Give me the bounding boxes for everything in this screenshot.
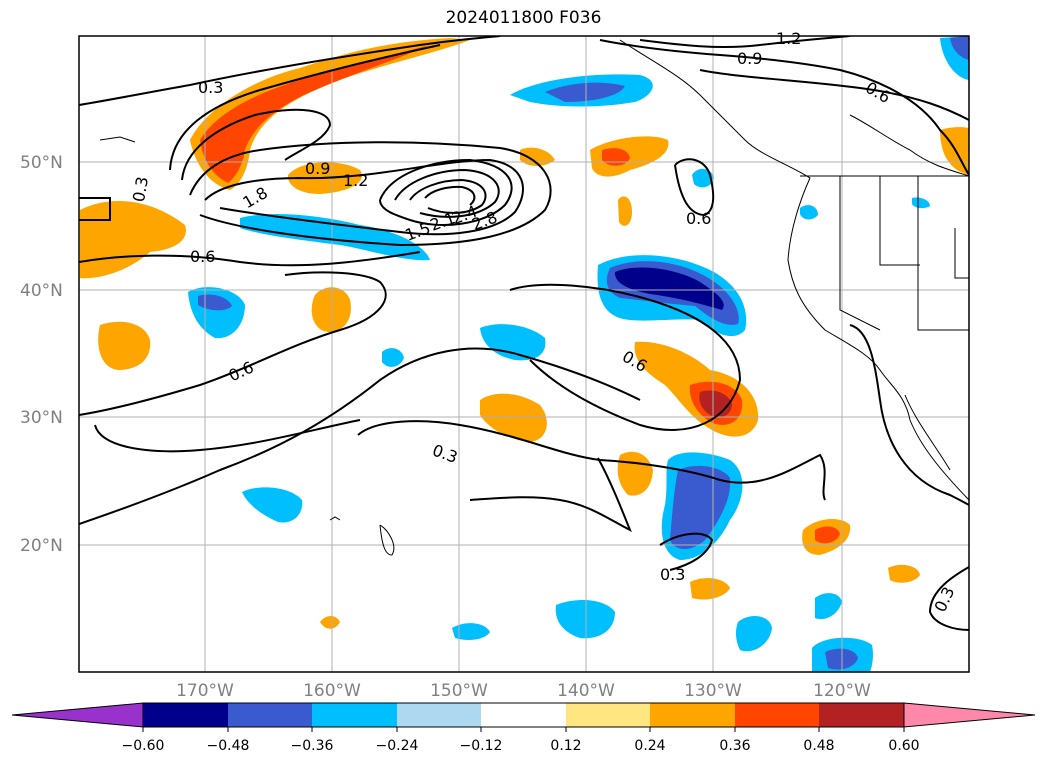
colorbar-swatch	[228, 703, 312, 727]
colorbar-extend-max	[903, 702, 1036, 728]
colorbar-tick-label: 0.24	[634, 738, 665, 754]
anomaly-negative	[480, 324, 546, 361]
anomaly-positive	[520, 147, 555, 166]
colorbar-extend-min	[11, 702, 144, 728]
colorbar-swatch	[650, 703, 735, 727]
anomaly-negative	[545, 82, 625, 102]
coastlines	[99, 39, 969, 556]
anomaly-positive	[200, 45, 430, 183]
lon-label-170w: 170°W	[176, 681, 234, 701]
colorbar-swatch	[819, 703, 904, 727]
anomaly-negative	[452, 623, 490, 640]
colorbar-tick-label: 0.12	[550, 738, 581, 754]
anomaly-negative	[242, 487, 303, 523]
colorbar-tick-label: 0.48	[803, 738, 834, 754]
anomaly-negative	[240, 214, 430, 261]
colorbar-tick-label: −0.60	[122, 738, 165, 754]
contour-labels: 0.3 0.9 1.2 0.6 0.3 0.9 1.2 1.8 1.5 2.1 …	[129, 29, 959, 615]
filled-anomaly-layer	[80, 36, 969, 672]
anomaly-positive	[480, 393, 547, 442]
anomaly-negative	[198, 294, 232, 311]
colorbar-swatch	[481, 703, 566, 727]
colorbar-swatch	[312, 703, 397, 727]
colorbar-ticks	[142, 727, 905, 732]
contour-label: 1.2	[343, 171, 368, 190]
colorbar-tick-label: −0.48	[207, 738, 250, 754]
graticule	[79, 36, 969, 672]
anomaly-negative	[800, 205, 818, 220]
contour-label: 0.3	[198, 78, 223, 97]
anomaly-negative	[735, 616, 772, 652]
lat-label-30n: 30°N	[20, 408, 63, 428]
contour-label: 0.6	[190, 247, 215, 266]
height-contours	[79, 36, 969, 631]
anomaly-positive	[888, 564, 920, 583]
anomaly-positive	[815, 526, 840, 544]
anomaly-negative	[382, 348, 404, 367]
lon-label-120w: 120°W	[813, 681, 871, 701]
lon-label-150w: 150°W	[430, 681, 488, 701]
anomaly-negative	[950, 36, 969, 60]
anomaly-negative	[670, 465, 731, 549]
anomaly-negative	[815, 593, 842, 620]
anomaly-positive	[618, 196, 632, 226]
colorbar-tick-label: −0.36	[291, 738, 334, 754]
lat-label-20n: 20°N	[20, 536, 63, 556]
anomaly-positive	[320, 616, 340, 629]
contour-label: 0.3	[129, 175, 152, 203]
colorbar-swatch	[143, 703, 228, 727]
anomaly-positive	[311, 287, 351, 332]
colorbar-swatch	[566, 703, 650, 727]
contour-label: 0.9	[305, 159, 330, 178]
contour-label: 0.9	[737, 49, 762, 68]
lat-label-40n: 40°N	[20, 281, 63, 301]
anomaly-positive	[98, 321, 151, 370]
lon-label-130w: 130°W	[684, 681, 742, 701]
lon-label-140w: 140°W	[557, 681, 615, 701]
colorbar-swatch	[397, 703, 481, 727]
anomaly-negative	[912, 197, 930, 209]
lon-label-160w: 160°W	[303, 681, 361, 701]
anomaly-positive	[602, 148, 630, 166]
colorbar: −0.60 −0.48 −0.36 −0.24 −0.12 0.12 0.24 …	[11, 702, 1036, 754]
colorbar-tick-label: 0.60	[888, 738, 919, 754]
contour-label: 1.2	[776, 29, 801, 48]
colorbar-tick-label: −0.24	[376, 738, 419, 754]
anomaly-positive	[690, 578, 730, 600]
contour-label: 0.6	[686, 209, 711, 228]
map-frame	[78, 35, 970, 673]
colorbar-tick-label: 0.36	[719, 738, 750, 754]
map-title: 2024011800 F036	[445, 8, 602, 28]
anomaly-negative	[555, 599, 615, 639]
colorbar-outline	[142, 702, 905, 728]
anomaly-negative	[614, 267, 724, 310]
contour-label: 0.3	[660, 565, 685, 584]
colorbar-tick-label: −0.12	[460, 738, 503, 754]
colorbar-swatch	[735, 703, 819, 727]
lat-label-50n: 50°N	[20, 153, 63, 173]
